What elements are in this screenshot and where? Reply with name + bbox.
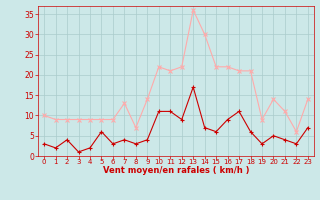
X-axis label: Vent moyen/en rafales ( km/h ): Vent moyen/en rafales ( km/h )	[103, 166, 249, 175]
